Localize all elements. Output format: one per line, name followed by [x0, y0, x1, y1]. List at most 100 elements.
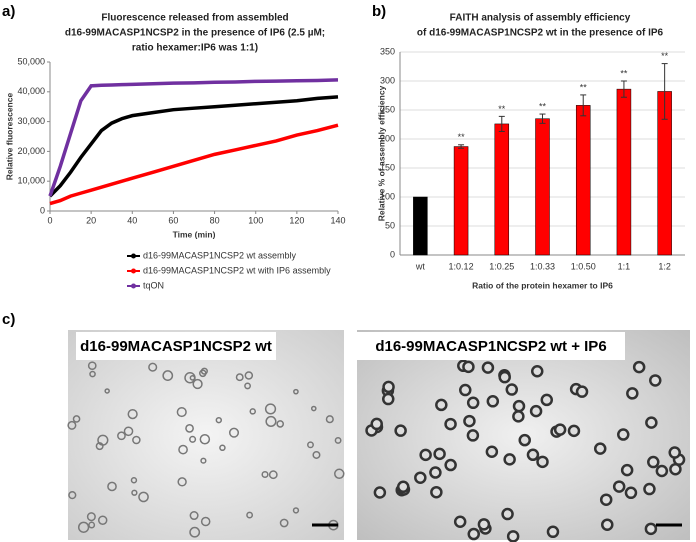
particle — [645, 416, 658, 429]
particle — [268, 470, 278, 480]
significance-label: ** — [498, 104, 506, 114]
panel-label: b) — [372, 3, 386, 20]
bar — [494, 123, 510, 256]
particle — [334, 468, 345, 480]
series-line — [49, 123, 339, 206]
x-tick-label: 0 — [47, 215, 52, 225]
particle — [312, 450, 321, 459]
particle — [293, 388, 299, 395]
particle — [199, 369, 207, 378]
panel-label: a) — [2, 3, 15, 20]
particle — [123, 426, 134, 437]
particle — [235, 373, 244, 382]
particle — [292, 507, 300, 514]
y-tick-label: 30,000 — [17, 116, 45, 126]
particle — [189, 526, 201, 538]
bar — [616, 88, 632, 256]
y-tick-label: 50 — [385, 220, 395, 230]
series-line — [48, 95, 339, 198]
bar — [535, 118, 550, 256]
x-tick-label: 1:2 — [658, 261, 671, 271]
chart-title: Fluorescence released from assembled — [101, 13, 288, 24]
x-tick-label: 20 — [86, 215, 96, 225]
particle — [130, 477, 138, 484]
y-axis-label: Relative % of assembly efficiency — [376, 85, 386, 221]
particle — [599, 493, 613, 506]
particle — [72, 415, 81, 423]
y-tick-label: 0 — [40, 205, 45, 215]
particle — [481, 361, 495, 374]
x-axis-label: Ratio of the protein hexamer to IP6 — [472, 280, 613, 290]
particle — [506, 530, 520, 542]
particle — [394, 424, 407, 437]
particle — [107, 481, 117, 492]
chart-title: d16-99MACASP1NCSP2 in the presence of IP… — [65, 28, 325, 39]
particle — [463, 414, 476, 428]
particle — [397, 480, 410, 494]
particle — [649, 374, 662, 387]
particle — [668, 446, 681, 459]
legend-label: d16-99MACASP1NCSP2 wt assembly — [143, 250, 297, 260]
y-tick-label: 10,000 — [17, 176, 45, 186]
particle — [462, 360, 475, 374]
particle — [178, 444, 188, 455]
x-tick-label: 100 — [248, 215, 263, 225]
particle — [132, 435, 141, 445]
legend-swatch — [131, 283, 136, 289]
particle — [419, 448, 432, 462]
particle — [276, 420, 285, 428]
particle — [67, 420, 77, 430]
y-tick-label: 200 — [380, 133, 395, 143]
significance-label: ** — [620, 68, 628, 78]
bar — [453, 146, 469, 256]
particle — [643, 482, 656, 496]
particle — [518, 433, 531, 447]
legend-label: d16-99MACASP1NCSP2 wt with IP6 assembly — [143, 265, 331, 275]
micrograph-title: d16-99MACASP1NCSP2 wt — [80, 338, 272, 355]
particle — [466, 396, 480, 410]
particle — [310, 405, 317, 412]
particle — [215, 416, 223, 424]
chart-title: FAITH analysis of assembly efficiency — [450, 13, 631, 24]
particle — [307, 441, 314, 449]
particle — [264, 403, 277, 415]
particle — [89, 370, 96, 378]
particle — [644, 522, 658, 536]
y-axis-label: Relative fluorescence — [4, 93, 14, 181]
panel-label: c) — [2, 311, 15, 328]
particle — [176, 406, 187, 418]
particle — [184, 372, 196, 384]
particle — [87, 361, 97, 371]
particle — [131, 489, 138, 496]
particle — [244, 382, 251, 390]
particle — [265, 415, 277, 427]
particle — [429, 466, 442, 479]
x-tick-label: 120 — [289, 215, 304, 225]
particle — [617, 428, 630, 441]
particle — [68, 491, 77, 500]
x-tick-label: 1:0.33 — [530, 261, 555, 271]
legend-swatch — [131, 253, 136, 259]
legend-swatch — [131, 268, 136, 274]
x-tick-label: 1:0.50 — [571, 261, 596, 271]
caption-box — [76, 332, 276, 360]
particle — [370, 417, 383, 431]
particle — [612, 480, 626, 493]
particle — [530, 365, 544, 378]
particle — [526, 448, 540, 462]
particle — [95, 442, 104, 451]
particle — [249, 408, 257, 415]
particle — [575, 385, 589, 398]
particle — [382, 380, 395, 394]
particle — [189, 511, 199, 521]
particle — [200, 457, 207, 464]
particle — [655, 464, 669, 478]
x-tick-label: 1:1 — [618, 261, 631, 271]
bar — [575, 105, 591, 256]
x-tick-label: 1:0.12 — [449, 261, 474, 271]
particle — [189, 435, 197, 443]
particle — [430, 485, 443, 499]
particle — [593, 442, 607, 455]
particle — [414, 471, 427, 484]
